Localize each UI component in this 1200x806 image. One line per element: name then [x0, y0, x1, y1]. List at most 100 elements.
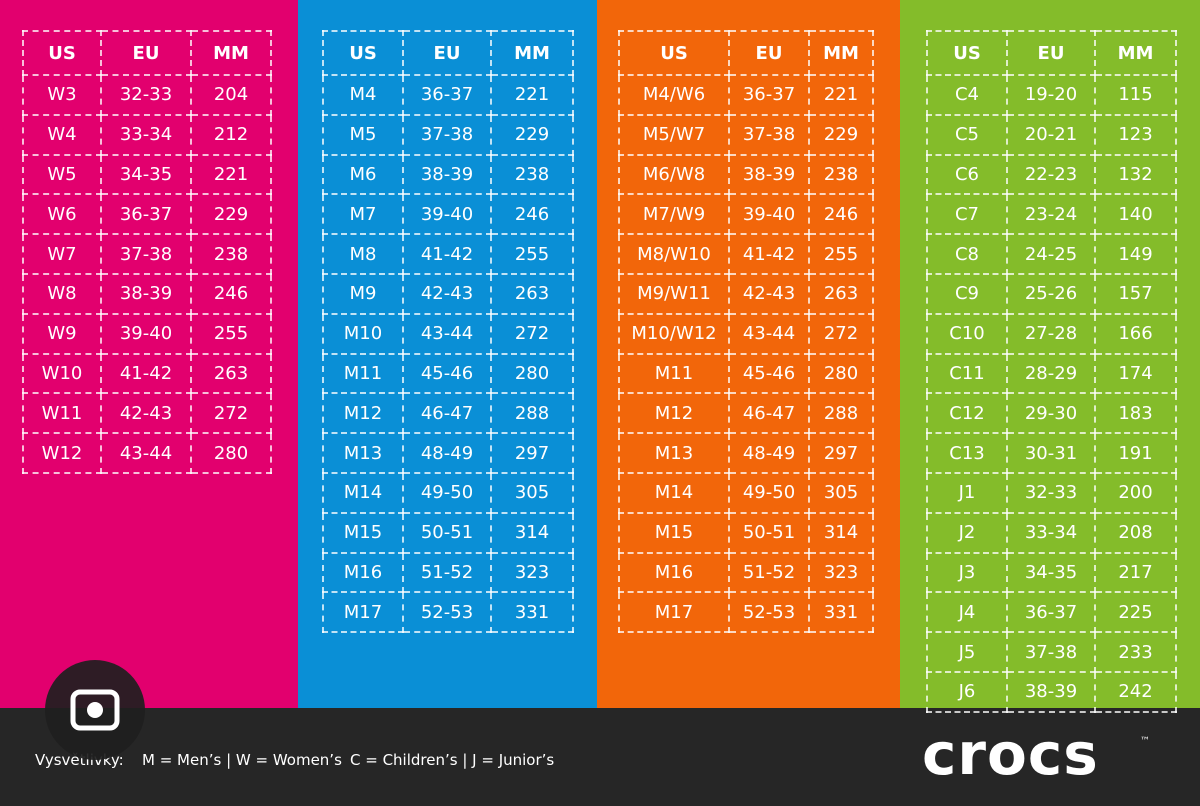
- cell: C8: [926, 233, 1008, 275]
- row: M5/W7 37-38 229: [618, 113, 874, 156]
- cell: W5: [22, 153, 102, 196]
- row: C6 22-23 132: [926, 153, 1177, 196]
- cell: 115: [1094, 74, 1177, 116]
- cell: 166: [1094, 312, 1177, 355]
- cell: 46-47: [728, 392, 810, 435]
- cell: 49-50: [728, 471, 810, 514]
- header-cell: EU: [100, 30, 192, 76]
- cell: 305: [808, 471, 874, 514]
- cell: M9/W11: [618, 272, 730, 315]
- row: W9 39-40 255: [22, 312, 272, 355]
- header-cell: EU: [1006, 30, 1096, 76]
- cell: 229: [490, 113, 574, 156]
- cell: M13: [618, 432, 730, 474]
- cell: 149: [1094, 233, 1177, 275]
- cell: 50-51: [728, 511, 810, 554]
- cell: C4: [926, 74, 1008, 116]
- cell: 246: [490, 193, 574, 236]
- row: M16 51-52 323: [618, 551, 874, 594]
- cell: 33-34: [100, 113, 192, 156]
- row: M6/W8 38-39 238: [618, 153, 874, 196]
- lens-button[interactable]: [45, 660, 145, 760]
- cell: 191: [1094, 432, 1177, 474]
- row: M4 36-37 221: [322, 74, 574, 116]
- row: W7 37-38 238: [22, 233, 272, 275]
- cell: J2: [926, 511, 1008, 554]
- cell: 36-37: [728, 74, 810, 116]
- row: C7 23-24 140: [926, 193, 1177, 236]
- cell: M15: [322, 511, 404, 554]
- cell: 255: [490, 233, 574, 275]
- row: W11 42-43 272: [22, 392, 272, 435]
- cell: 38-39: [728, 153, 810, 196]
- cell: 39-40: [728, 193, 810, 236]
- cell: 36-37: [402, 74, 492, 116]
- cell: C13: [926, 432, 1008, 474]
- cell: 38-39: [100, 272, 192, 315]
- cell: M8: [322, 233, 404, 275]
- cell: 46-47: [402, 392, 492, 435]
- cell: 280: [808, 352, 874, 395]
- cell: M8/W10: [618, 233, 730, 275]
- cell: 314: [808, 511, 874, 554]
- cell: M16: [618, 551, 730, 594]
- cell: M17: [322, 591, 404, 634]
- cell: C7: [926, 193, 1008, 236]
- row: J4 36-37 225: [926, 591, 1177, 634]
- cell: 43-44: [100, 432, 192, 474]
- cell: 22-23: [1006, 153, 1096, 196]
- cell: 30-31: [1006, 432, 1096, 474]
- cell: J1: [926, 471, 1008, 514]
- row: M13 48-49 297: [322, 432, 574, 474]
- cell: 36-37: [100, 193, 192, 236]
- row: C5 20-21 123: [926, 113, 1177, 156]
- row: W12 43-44 280: [22, 432, 272, 474]
- cell: 208: [1094, 511, 1177, 554]
- cell: 32-33: [100, 74, 192, 116]
- cell: 42-43: [402, 272, 492, 315]
- cell: 280: [490, 352, 574, 395]
- cell: 297: [808, 432, 874, 474]
- cell: 38-39: [402, 153, 492, 196]
- cell: 39-40: [100, 312, 192, 355]
- size-table: US EU MM W3 32-33 204 W4 33-34 212 W5 34-35 221 W6 36…: [22, 30, 272, 474]
- cell: 272: [190, 392, 272, 435]
- cell: 20-21: [1006, 113, 1096, 156]
- size-table: US EU MM C4 19-20 115 C5 20-21 123 C6 22-23 132 C7 23…: [926, 30, 1177, 713]
- header-cell: EU: [728, 30, 810, 76]
- cell: M7/W9: [618, 193, 730, 236]
- cell: 233: [1094, 631, 1177, 673]
- row: M11 45-46 280: [618, 352, 874, 395]
- cell: 123: [1094, 113, 1177, 156]
- row: M7/W9 39-40 246: [618, 193, 874, 236]
- cell: 204: [190, 74, 272, 116]
- cell: 25-26: [1006, 272, 1096, 315]
- cell: 323: [808, 551, 874, 594]
- cell: M6: [322, 153, 404, 196]
- cell: 331: [490, 591, 574, 634]
- legend-adult: M = Men’s | W = Women’s: [142, 751, 342, 769]
- header-cell: US: [22, 30, 102, 76]
- cell: M13: [322, 432, 404, 474]
- cell: 48-49: [402, 432, 492, 474]
- cell: M9: [322, 272, 404, 315]
- cell: 246: [190, 272, 272, 315]
- cell: W10: [22, 352, 102, 395]
- cell: 45-46: [402, 352, 492, 395]
- cell: 28-29: [1006, 352, 1096, 395]
- cell: 33-34: [1006, 511, 1096, 554]
- cell: M6/W8: [618, 153, 730, 196]
- cell: M12: [322, 392, 404, 435]
- cell: 323: [490, 551, 574, 594]
- cell: 288: [490, 392, 574, 435]
- trademark: ™: [1140, 736, 1150, 747]
- cell: 174: [1094, 352, 1177, 395]
- cell: 280: [190, 432, 272, 474]
- cell: C6: [926, 153, 1008, 196]
- row: M9/W11 42-43 263: [618, 272, 874, 315]
- cell: 41-42: [728, 233, 810, 275]
- cell: 32-33: [1006, 471, 1096, 514]
- cell: M4: [322, 74, 404, 116]
- cell: 23-24: [1006, 193, 1096, 236]
- cell: M16: [322, 551, 404, 594]
